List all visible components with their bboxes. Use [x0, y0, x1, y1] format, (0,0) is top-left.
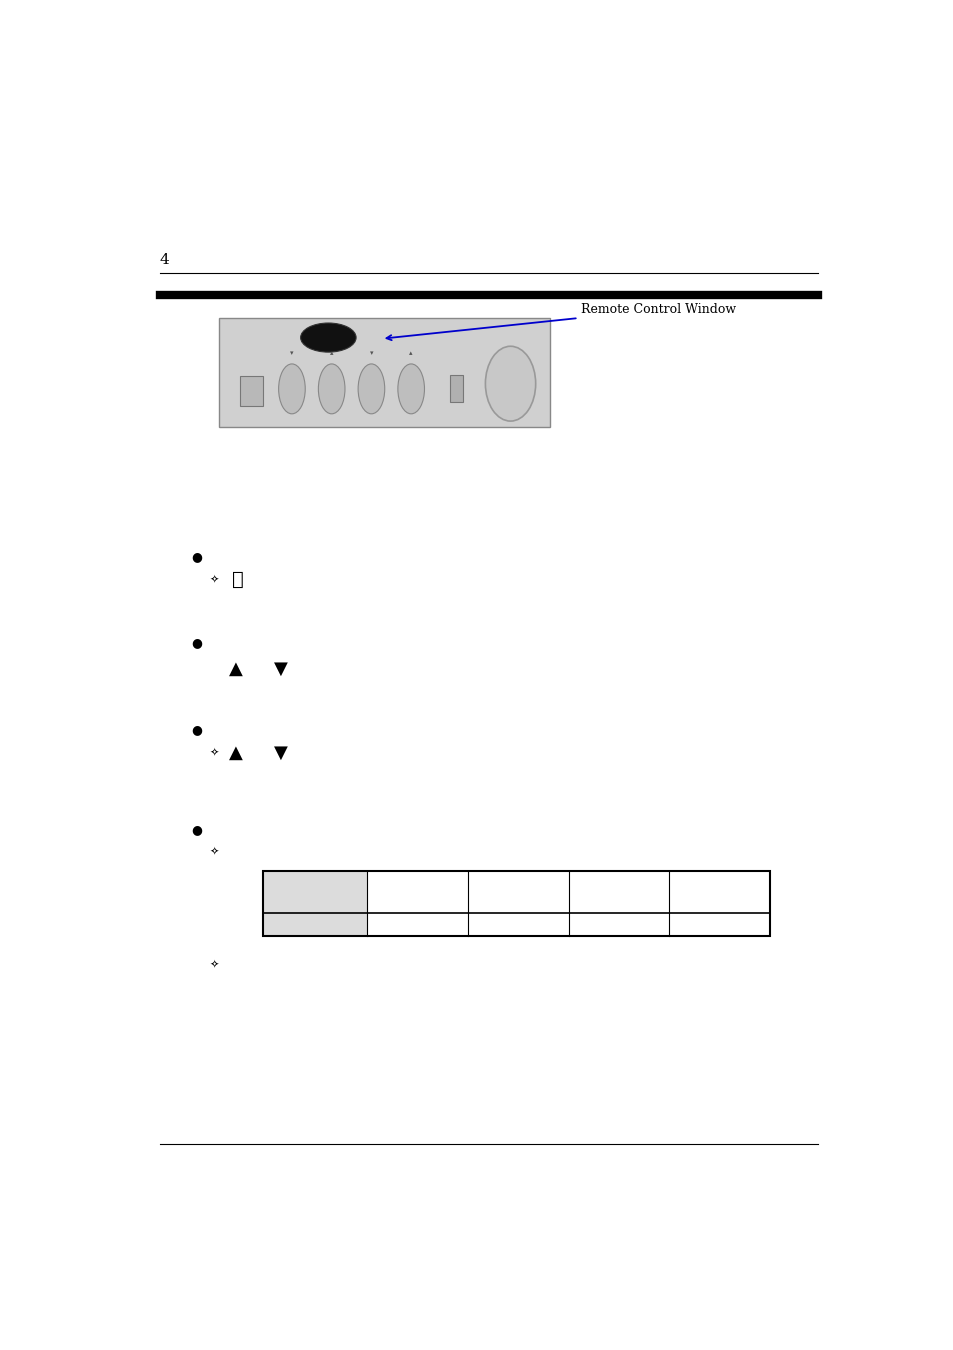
Text: ●: ●: [192, 636, 202, 649]
Text: ●: ●: [192, 824, 202, 836]
Text: ▾: ▾: [370, 350, 373, 356]
Bar: [263, 871, 367, 913]
Text: Remote Control Window: Remote Control Window: [386, 304, 736, 340]
Bar: [450, 375, 463, 402]
Text: ▲: ▲: [229, 660, 243, 678]
Text: ⏻: ⏻: [232, 571, 243, 590]
Text: ▼: ▼: [274, 744, 287, 761]
Text: ▼: ▼: [274, 660, 287, 678]
Text: 4: 4: [160, 252, 170, 267]
Text: ✧: ✧: [209, 748, 218, 757]
Ellipse shape: [397, 364, 424, 414]
Bar: [219, 319, 550, 427]
Text: ▴: ▴: [330, 350, 334, 356]
Ellipse shape: [278, 364, 305, 414]
Text: ✧: ✧: [209, 960, 218, 969]
Bar: [263, 871, 769, 937]
Text: ▴: ▴: [409, 350, 413, 356]
Bar: [240, 377, 262, 405]
Bar: [263, 913, 367, 937]
Text: ✧: ✧: [209, 848, 218, 857]
Ellipse shape: [318, 364, 345, 414]
Text: ▲: ▲: [229, 744, 243, 761]
Text: ✧: ✧: [209, 575, 218, 585]
Text: ▾: ▾: [290, 350, 294, 356]
Text: ●: ●: [192, 551, 202, 563]
Text: ●: ●: [192, 724, 202, 736]
Ellipse shape: [485, 346, 536, 421]
Ellipse shape: [357, 364, 384, 414]
Ellipse shape: [300, 323, 355, 352]
